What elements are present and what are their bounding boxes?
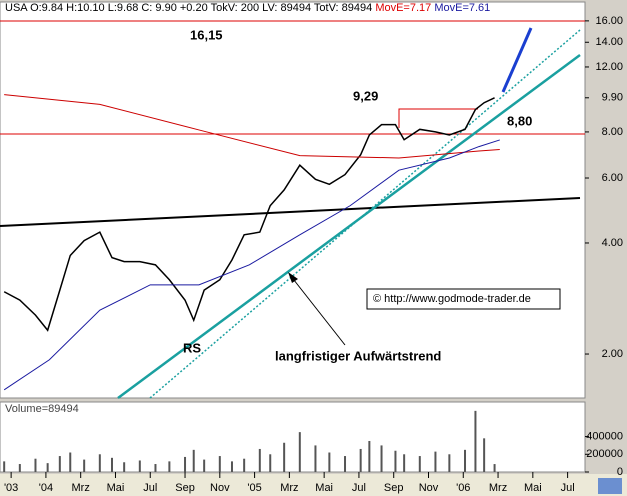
projection-arrow	[501, 27, 533, 93]
volume-bar	[380, 445, 383, 472]
quote-header: USA O:9.84 H:10.10 L:9.68 C: 9.90 +0.20 …	[5, 2, 490, 14]
y-tick-label: 400000	[586, 430, 623, 442]
annotation: 8,80	[507, 113, 532, 128]
volume-bar	[3, 461, 6, 472]
trend-line	[0, 197, 581, 227]
x-tick-label: Mai	[524, 482, 542, 494]
volume-bar	[123, 462, 126, 472]
y-tick-label: 200000	[586, 448, 623, 460]
x-tick-label: '05	[247, 482, 261, 494]
x-tick-label: '04	[39, 482, 53, 494]
volume-bar	[243, 458, 246, 472]
y-tick-label: 8.00	[602, 126, 623, 138]
y-tick-label: 16.00	[595, 15, 623, 27]
x-tick-label: Mai	[107, 482, 125, 494]
quote: USA O:9.84 H:10.10 L:9.68 C: 9.90 +0.20 …	[5, 2, 372, 14]
volume-bar	[18, 464, 21, 472]
x-tick-label: Nov	[210, 482, 230, 494]
volume-bar	[168, 461, 171, 472]
volume-bar	[493, 464, 496, 472]
annotation: RS	[183, 340, 201, 355]
annotation: 16,15	[190, 27, 223, 42]
volume-bar	[83, 459, 86, 472]
volume-bar	[464, 449, 467, 472]
y-tick-label: 0	[617, 466, 623, 478]
volume-bar	[269, 454, 272, 472]
x-tick-label: Nov	[419, 482, 439, 494]
volume-bar	[58, 456, 61, 472]
ma-label: MovE=7.61	[434, 2, 490, 14]
y-tick-label: 9.90	[602, 92, 623, 104]
volume-bar	[138, 460, 141, 472]
volume-bar	[154, 464, 157, 472]
volume-title: Volume=89494	[5, 403, 79, 415]
x-tick-label: '03	[4, 482, 18, 494]
volume-bar	[98, 454, 101, 472]
range-box	[398, 108, 478, 128]
price-panel	[0, 1, 586, 399]
volume-bar	[192, 449, 195, 472]
trend-line	[117, 53, 581, 400]
pointer-arrow	[289, 274, 346, 346]
volume-bar	[184, 456, 187, 472]
volume-bar	[203, 459, 206, 472]
annotation: langfristiger Aufwärtstrend	[275, 348, 441, 363]
volume-bar	[230, 461, 233, 472]
x-tick-label: Sep	[175, 482, 195, 494]
arrow-head	[288, 272, 298, 283]
x-tick-label: Sep	[384, 482, 404, 494]
x-tick-label: Jul	[352, 482, 366, 494]
y-tick-label: 14.00	[595, 36, 623, 48]
copyright-box	[366, 288, 561, 310]
x-tick-label: Mrz	[72, 482, 90, 494]
x-tick-label: '06	[456, 482, 470, 494]
price-line	[4, 94, 500, 159]
volume-bar	[474, 410, 477, 472]
x-tick-label: Mrz	[280, 482, 298, 494]
y-tick-label: 12.00	[595, 61, 623, 73]
x-tick-label: Mai	[315, 482, 333, 494]
price-line	[3, 139, 500, 391]
volume-bar	[258, 448, 261, 472]
y-tick-label: 2.00	[602, 348, 623, 360]
copyright: © http://www.godmode-trader.de	[373, 293, 531, 305]
y-tick-label: 4.00	[602, 237, 623, 249]
volume-bar	[359, 448, 362, 472]
volume-bar	[46, 463, 49, 472]
x-tick-label: Mrz	[489, 482, 507, 494]
volume-bar	[483, 438, 486, 472]
volume-panel	[0, 401, 586, 473]
volume-bar	[283, 442, 286, 472]
volume-bar	[218, 456, 221, 472]
volume-bar	[298, 432, 301, 472]
volume-bar	[418, 456, 421, 472]
x-axis-band	[0, 474, 627, 496]
volume-bar	[69, 452, 72, 472]
x-tick-label: Jul	[561, 482, 575, 494]
volume-bar	[403, 454, 406, 472]
volume-bar	[448, 454, 451, 472]
volume-bar	[344, 456, 347, 472]
ma-label: MovE=7.17	[375, 2, 431, 14]
volume-bar	[394, 450, 397, 472]
x-tick-label: Jul	[143, 482, 157, 494]
volume-bar	[314, 445, 317, 472]
volume-bar	[368, 440, 371, 472]
volume-bar	[434, 451, 437, 472]
volume-bar	[34, 458, 37, 472]
annotation: 9,29	[353, 88, 378, 103]
y-tick-label: 6.00	[602, 172, 623, 184]
volume-bar	[110, 457, 113, 472]
volume-bar	[328, 452, 331, 472]
scroll-button[interactable]	[598, 478, 622, 494]
price-line	[3, 97, 495, 332]
